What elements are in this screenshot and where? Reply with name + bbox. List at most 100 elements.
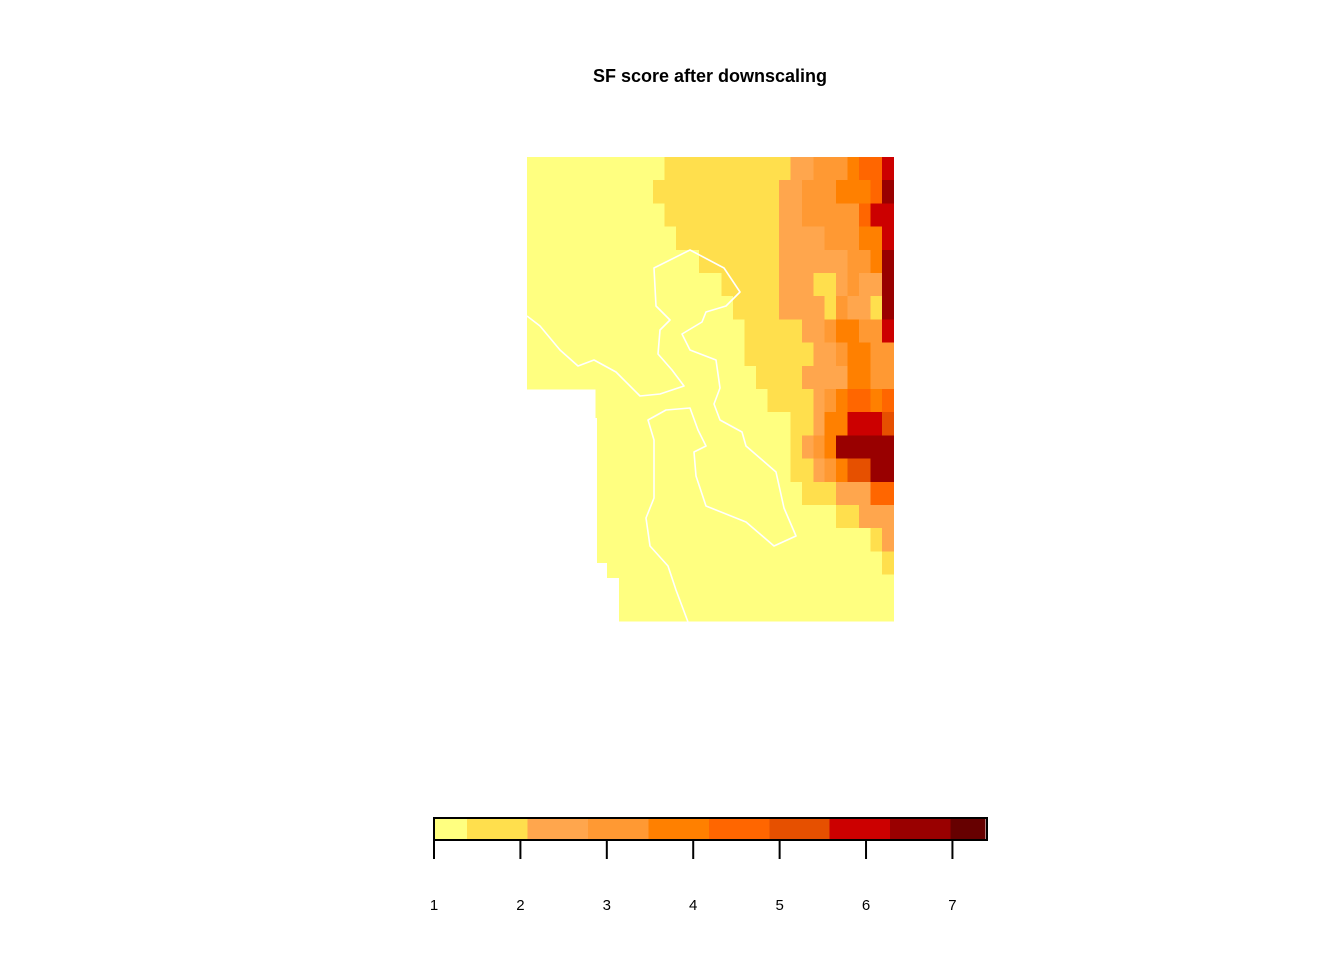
heatmap-cell: [790, 319, 803, 344]
heatmap-cell: [698, 389, 711, 413]
heatmap-cell: [847, 435, 860, 460]
heatmap-cell: [561, 157, 574, 181]
heatmap-cell: [687, 203, 700, 228]
heatmap-cell: [641, 505, 654, 529]
heatmap-cell: [836, 412, 849, 436]
heatmap-cell: [710, 481, 723, 506]
legend-tick-label: 3: [603, 897, 611, 914]
heatmap-cell: [721, 319, 734, 344]
heatmap-cell: [813, 365, 826, 390]
heatmap-cell: [527, 296, 540, 320]
heatmap-cell: [584, 319, 597, 344]
heatmap-cell: [881, 597, 894, 622]
heatmap-cell: [721, 551, 734, 576]
legend-tick-label: 1: [430, 897, 438, 914]
heatmap-cell: [710, 342, 723, 367]
heatmap-cell: [538, 249, 551, 274]
heatmap-cell: [801, 528, 814, 552]
heatmap-cell: [561, 273, 574, 297]
heatmap-cell: [710, 528, 723, 552]
heatmap-cell: [836, 180, 849, 204]
heatmap-cell: [675, 458, 688, 483]
heatmap-cell: [607, 249, 620, 274]
heatmap-cell: [607, 342, 620, 367]
legend-tick-label: 4: [689, 897, 697, 914]
heatmap-cell: [721, 505, 734, 529]
heatmap-cell: [687, 157, 700, 181]
heatmap-cell: [790, 226, 803, 251]
heatmap-cell: [664, 249, 677, 274]
heatmap-cell: [561, 180, 574, 204]
heatmap-cell: [824, 319, 837, 344]
heatmap-cell: [767, 180, 780, 204]
heatmap-cell: [870, 157, 883, 181]
heatmap-cell: [767, 528, 780, 552]
heatmap-cell: [607, 435, 620, 460]
heatmap-cells: [527, 157, 894, 622]
heatmap-cell: [744, 365, 757, 390]
heatmap-cell: [824, 574, 837, 599]
heatmap-cell: [744, 249, 757, 274]
heatmap-cell: [778, 273, 791, 297]
heatmap-cell: [675, 505, 688, 529]
heatmap-cell: [859, 435, 872, 460]
heatmap-cell: [652, 597, 665, 622]
heatmap-cell: [538, 203, 551, 228]
heatmap-cell: [824, 342, 837, 367]
heatmap-cell: [744, 551, 757, 576]
heatmap-cell: [607, 319, 620, 344]
legend-tick-label: 6: [862, 897, 870, 914]
heatmap-cell: [813, 319, 826, 344]
heatmap-cell: [538, 342, 551, 367]
heatmap-cell: [549, 249, 562, 274]
heatmap-cell: [652, 412, 665, 436]
heatmap-cell: [744, 342, 757, 367]
heatmap-cell: [847, 505, 860, 529]
heatmap-cell: [675, 273, 688, 297]
heatmap-cell: [687, 574, 700, 599]
heatmap-cell: [767, 157, 780, 181]
heatmap-cell: [549, 273, 562, 297]
heatmap-cell: [618, 435, 631, 460]
heatmap-cell: [710, 551, 723, 576]
heatmap-cell: [744, 226, 757, 251]
heatmap-cell: [847, 389, 860, 413]
heatmap-cell: [630, 180, 643, 204]
heatmap-cell: [675, 574, 688, 599]
heatmap-cell: [675, 203, 688, 228]
heatmap-cell: [870, 574, 883, 599]
heatmap-cell: [652, 226, 665, 251]
heatmap-cell: [836, 551, 849, 576]
heatmap-cell: [561, 319, 574, 344]
heatmap-cell: [790, 481, 803, 506]
heatmap-cell: [801, 551, 814, 576]
heatmap-cell: [847, 319, 860, 344]
heatmap-cell: [790, 342, 803, 367]
heatmap-cell: [778, 551, 791, 576]
heatmap-cell: [687, 365, 700, 390]
heatmap-cell: [641, 551, 654, 576]
heatmap-cell: [687, 389, 700, 413]
heatmap-cell: [595, 319, 608, 344]
heatmap-cell: [778, 365, 791, 390]
heatmap-cell: [836, 389, 849, 413]
heatmap-cell: [549, 319, 562, 344]
heatmap-cell: [801, 296, 814, 320]
heatmap-cell: [664, 435, 677, 460]
heatmap-cell: [595, 226, 608, 251]
heatmap-cell: [881, 273, 894, 297]
heatmap-cell: [630, 551, 643, 576]
heatmap-cell: [630, 528, 643, 552]
heatmap-cell: [859, 574, 872, 599]
heatmap-cell: [698, 412, 711, 436]
heatmap-cell: [824, 365, 837, 390]
heatmap-cell: [687, 273, 700, 297]
heatmap-cell: [756, 505, 769, 529]
heatmap-cell: [641, 597, 654, 622]
legend-tick-label: 2: [516, 897, 524, 914]
heatmap-cell: [836, 226, 849, 251]
heatmap-cell: [584, 296, 597, 320]
heatmap-cell: [744, 481, 757, 506]
heatmap-cell: [641, 273, 654, 297]
